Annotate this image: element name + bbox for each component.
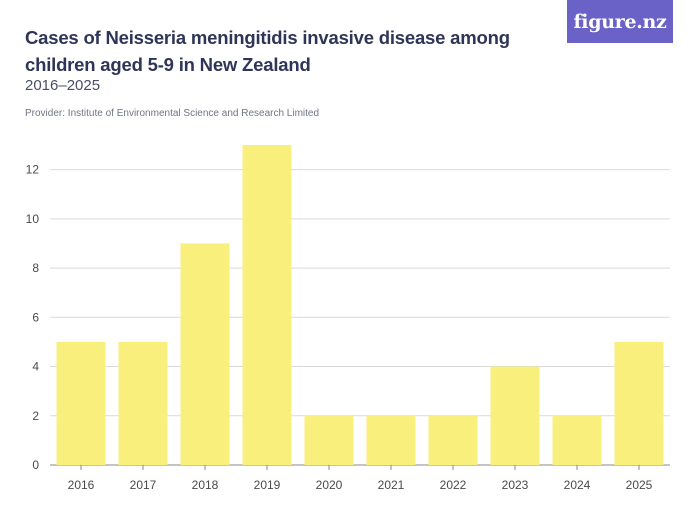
logo-text: figure.nz: [573, 10, 667, 33]
chart-title: Cases of Neisseria meningitidis invasive…: [25, 27, 510, 75]
x-tick-label: 2022: [440, 478, 467, 492]
x-tick-label: 2016: [68, 478, 95, 492]
y-tick-label: 12: [26, 163, 40, 177]
y-tick-label: 6: [32, 310, 39, 324]
bar-2023[interactable]: [490, 366, 540, 465]
bar-2019[interactable]: [242, 145, 292, 465]
y-tick-label: 2: [32, 409, 39, 423]
chart-subtitle: 2016–2025: [25, 77, 101, 94]
bar-2021[interactable]: [366, 415, 416, 465]
x-tick-label: 2024: [564, 478, 591, 492]
bar-2017[interactable]: [118, 341, 168, 465]
x-tick-label: 2020: [316, 478, 343, 492]
bars: [56, 145, 664, 465]
y-tick-label: 4: [32, 360, 39, 374]
x-tick-label: 2023: [502, 478, 529, 492]
bar-2025[interactable]: [614, 341, 664, 465]
figure-nz-logo[interactable]: figure.nz: [567, 0, 673, 43]
y-tick-label: 0: [32, 458, 39, 472]
y-tick-label: 10: [26, 212, 40, 226]
x-tick-label: 2025: [626, 478, 653, 492]
x-tick-label: 2018: [192, 478, 219, 492]
x-axis-ticks: 2016 2017 2018 2019 2020 2021 2022 2023 2024 2025: [68, 465, 653, 492]
bar-2022[interactable]: [428, 415, 478, 465]
y-axis-ticks: 0 2 4 6 8 10 12: [26, 163, 40, 472]
y-tick-label: 8: [32, 261, 39, 275]
bar-2024[interactable]: [552, 415, 602, 465]
x-tick-label: 2019: [254, 478, 281, 492]
x-tick-label: 2021: [378, 478, 405, 492]
x-tick-label: 2017: [130, 478, 157, 492]
bar-2018[interactable]: [180, 243, 230, 465]
provider-text: Provider: Institute of Environmental Sci…: [25, 108, 320, 119]
bar-2016[interactable]: [56, 341, 106, 465]
bar-2020[interactable]: [304, 415, 354, 465]
